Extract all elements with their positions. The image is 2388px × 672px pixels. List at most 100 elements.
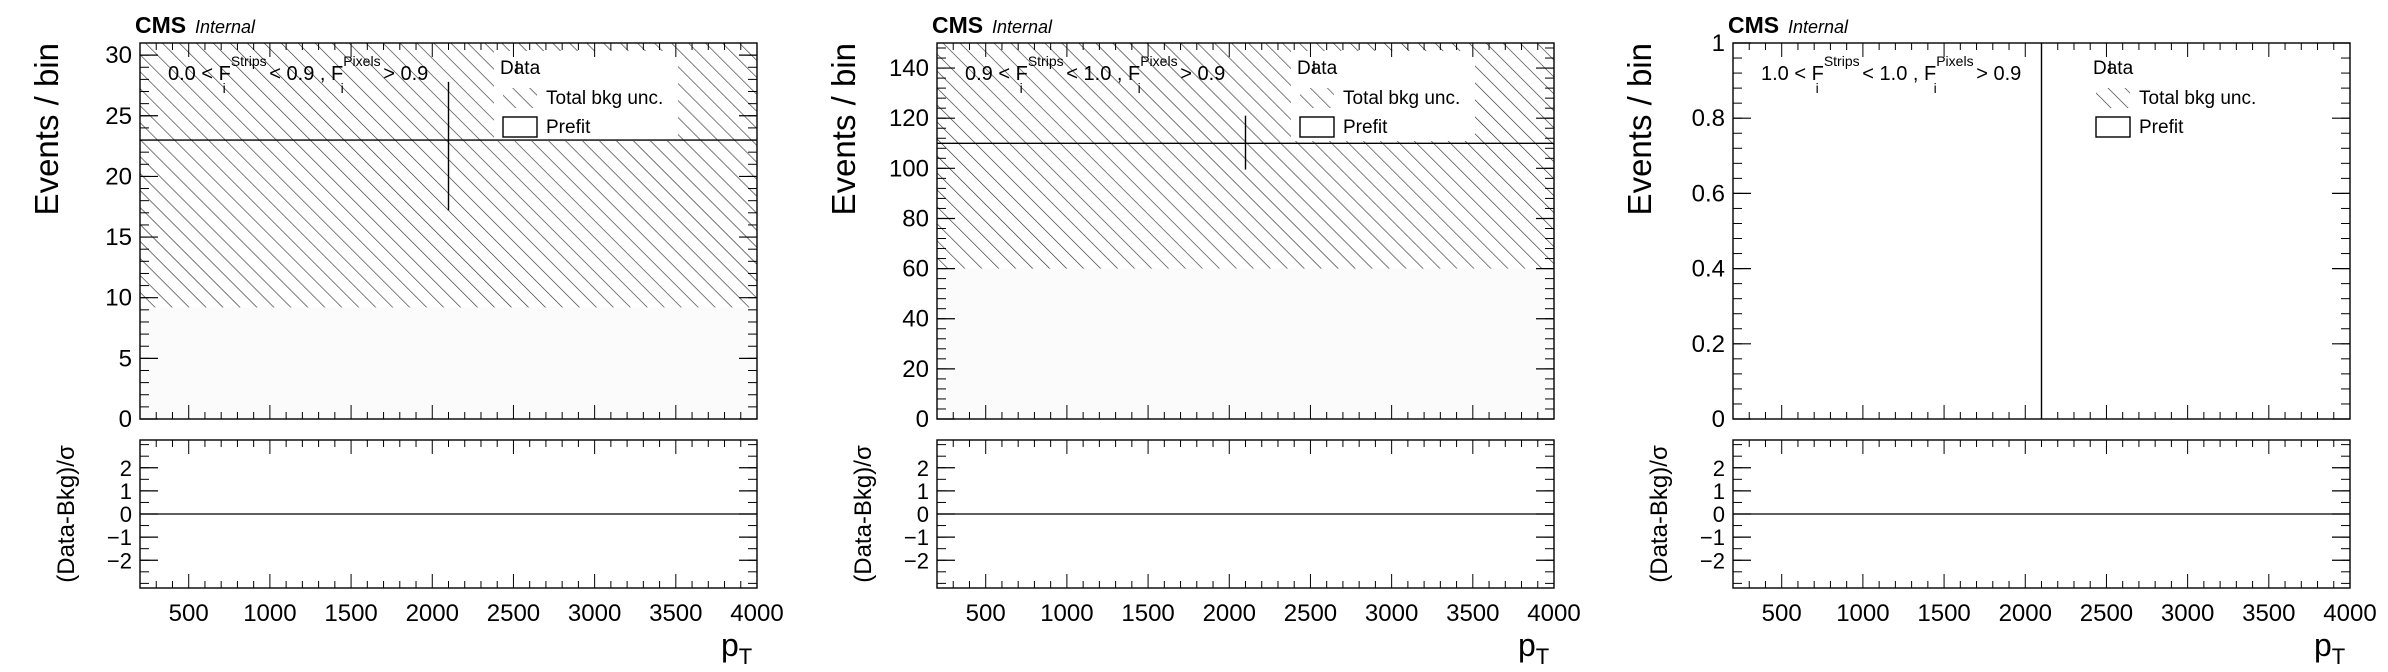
y-tick-label: 80: [902, 205, 929, 232]
y-tick-label: 0.6: [1692, 180, 1725, 207]
ratio-y-tick-label: 1: [120, 479, 132, 504]
ratio-y-tick-label: −2: [107, 548, 132, 573]
region-label-sub: i: [1934, 80, 1937, 96]
region-label-suffix: > 0.9: [1175, 63, 1226, 85]
region-label: 0.9 < FStrips i < 1.0 , FPixels i > 0.9: [965, 53, 1225, 96]
legend-unc-label: Total bkg unc.: [546, 88, 663, 109]
prefit-histogram: [937, 268, 1554, 419]
y-axis-title: Events / bin: [1621, 43, 1658, 215]
y-tick-label: 140: [889, 55, 929, 82]
ratio-y-tick-label: 0: [1713, 502, 1725, 527]
y-tick-label: 60: [902, 256, 929, 283]
legend-unc-swatch: [2096, 88, 2130, 108]
y-tick-label: 120: [889, 105, 929, 132]
x-tick-label: 500: [1762, 600, 1802, 627]
region-label: 0.0 < FStrips i < 0.9 , FPixels i > 0.9: [168, 53, 428, 96]
x-tick-label: 4000: [1527, 600, 1580, 627]
region-label-sub: i: [1020, 80, 1023, 96]
legend-unc-label: Total bkg unc.: [2139, 88, 2256, 109]
experiment-label: CMS: [932, 12, 983, 38]
region-label-middle: < 0.9 , F: [264, 63, 343, 85]
region-label-sup: Strips: [1028, 53, 1064, 69]
legend-data-label: Data: [2093, 58, 2134, 79]
legend-unc-swatch: [503, 88, 537, 108]
y-tick-label: 5: [119, 345, 132, 372]
legend-prefit-swatch: [1299, 116, 1335, 138]
x-tick-label: 1500: [324, 600, 377, 627]
ratio-y-tick-label: −1: [107, 525, 132, 550]
legend-unc-swatch: [1300, 88, 1334, 108]
x-axis-title: pT: [2314, 627, 2345, 669]
x-tick-label: 3500: [2242, 600, 2295, 627]
y-tick-label: 100: [889, 155, 929, 182]
region-label: 1.0 < FStrips i < 1.0 , FPixels i > 0.9: [1761, 53, 2021, 96]
x-tick-label: 2500: [1284, 600, 1337, 627]
data-point: [937, 115, 1554, 170]
x-tick-label: 1000: [1040, 600, 1093, 627]
ratio-y-tick-label: 0: [120, 502, 132, 527]
x-tick-label: 500: [169, 600, 209, 627]
x-tick-label: 3000: [568, 600, 621, 627]
x-tick-label: 2000: [1203, 600, 1256, 627]
experiment-label: CMS: [135, 12, 186, 38]
y-tick-label: 0: [119, 406, 132, 433]
x-axis-title-sub: T: [2332, 644, 2345, 669]
ratio-y-tick-label: 2: [1713, 456, 1725, 481]
x-tick-label: 3000: [2161, 600, 2214, 627]
ratio-y-tick-label: 1: [917, 479, 929, 504]
region-label-sup: Pixels: [343, 53, 380, 69]
y-axis-title: Events / bin: [825, 43, 862, 215]
status-label: Internal: [1788, 17, 1849, 37]
ratio-y-axis-title: (Data-Bkg)/σ: [850, 445, 877, 583]
region-label-sub: i: [223, 80, 226, 96]
ratio-y-tick-label: −1: [1700, 525, 1725, 550]
x-axis-title-main: p: [1518, 627, 1536, 663]
legend-data-label: Data: [1297, 58, 1338, 79]
region-label-sup: Strips: [231, 53, 267, 69]
region-label-middle: < 1.0 , F: [1857, 63, 1936, 85]
legend-prefit-label: Prefit: [2139, 117, 2184, 138]
ratio-y-tick-label: −1: [904, 525, 929, 550]
y-tick-label: 20: [105, 163, 132, 190]
ratio-y-axis-title: (Data-Bkg)/σ: [1646, 445, 1673, 583]
x-axis-title-main: p: [721, 627, 739, 663]
y-tick-label: 0.8: [1692, 105, 1725, 132]
y-tick-label: 0: [916, 406, 929, 433]
y-axis-title: Events / bin: [28, 43, 65, 215]
experiment-label: CMS: [1728, 12, 1779, 38]
x-axis-title-sub: T: [1536, 644, 1549, 669]
y-tick-label: 30: [105, 42, 132, 69]
x-axis-title: pT: [1518, 627, 1549, 669]
x-tick-label: 500: [966, 600, 1006, 627]
x-tick-label: 2500: [487, 600, 540, 627]
y-tick-label: 0.2: [1692, 331, 1725, 358]
ratio-y-axis-title: (Data-Bkg)/σ: [53, 445, 80, 583]
y-tick-label: 20: [902, 356, 929, 383]
x-tick-label: 4000: [2323, 600, 2376, 627]
x-axis-title: pT: [721, 627, 752, 669]
region-label-sup: Pixels: [1936, 53, 1973, 69]
legend-prefit-label: Prefit: [1343, 117, 1388, 138]
status-label: Internal: [992, 17, 1053, 37]
x-tick-label: 1500: [1917, 600, 1970, 627]
region-label-prefix: 0.0 < F: [168, 63, 231, 85]
y-tick-label: 0: [1712, 406, 1725, 433]
y-tick-label: 0.4: [1692, 256, 1725, 283]
region-label-suffix: > 0.9: [378, 63, 429, 85]
region-label-middle: < 1.0 , F: [1061, 63, 1140, 85]
y-tick-label: 40: [902, 306, 929, 333]
y-tick-label: 25: [105, 103, 132, 130]
x-tick-label: 3000: [1365, 600, 1418, 627]
x-tick-label: 3500: [1446, 600, 1499, 627]
ratio-y-tick-label: 2: [917, 456, 929, 481]
x-tick-label: 1000: [1836, 600, 1889, 627]
legend-prefit-swatch: [2095, 116, 2131, 138]
region-label-sub: i: [1138, 80, 1141, 96]
y-tick-label: 10: [105, 285, 132, 312]
region-label-suffix: > 0.9: [1971, 63, 2022, 85]
region-label-sup: Strips: [1824, 53, 1860, 69]
